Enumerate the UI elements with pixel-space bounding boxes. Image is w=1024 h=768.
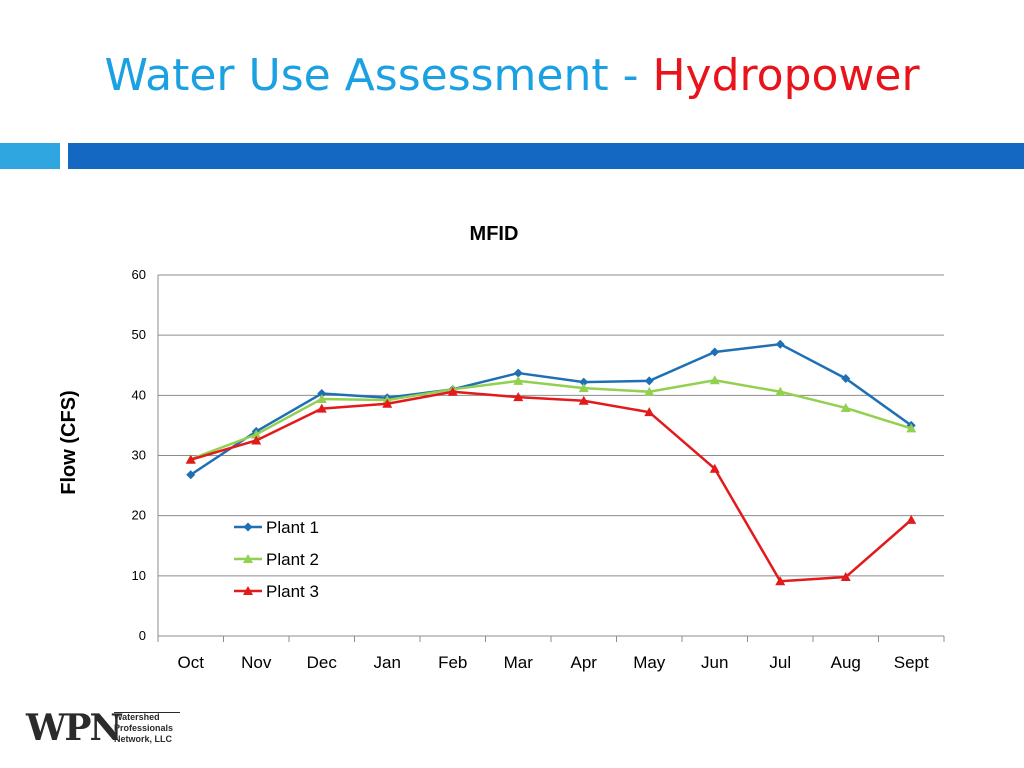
data-point — [578, 395, 589, 405]
data-point — [644, 386, 655, 396]
data-point — [906, 423, 917, 433]
y-tick-label: 60 — [132, 267, 146, 282]
data-point — [447, 386, 458, 396]
data-point — [775, 576, 786, 586]
data-point — [709, 463, 720, 473]
x-tick-label: May — [633, 653, 666, 672]
x-tick-label: Jan — [374, 653, 401, 672]
data-point — [382, 398, 393, 408]
data-point — [251, 429, 262, 439]
data-point — [579, 377, 589, 387]
data-point — [709, 375, 720, 385]
wpn-logo: WPN Watershed Professionals Network, LLC — [26, 706, 186, 750]
x-tick-label: Sept — [894, 653, 929, 672]
x-tick-label: Jul — [769, 653, 791, 672]
data-point — [578, 383, 589, 393]
series-line-plant-1 — [190, 342, 912, 476]
data-point — [644, 376, 654, 386]
data-point — [710, 347, 720, 357]
x-tick-label: Mar — [504, 653, 534, 672]
data-point — [316, 393, 327, 403]
y-tick-label: 0 — [139, 628, 146, 643]
y-tick-label: 10 — [132, 568, 146, 583]
series-line-plant-2 — [190, 379, 912, 461]
data-point — [513, 375, 524, 385]
logo-line-3: Network, LLC — [114, 734, 173, 744]
data-point — [644, 407, 655, 417]
data-point — [906, 514, 917, 524]
y-tick-label: 20 — [132, 508, 146, 523]
logo-line-1: Watershed — [114, 712, 160, 722]
data-point — [317, 389, 327, 399]
legend-label: Plant 2 — [266, 550, 319, 569]
x-tick-label: Dec — [307, 653, 338, 672]
x-tick-label: Jun — [701, 653, 728, 672]
data-point — [251, 435, 262, 445]
header-band-right — [68, 143, 1024, 169]
logo-rule — [114, 712, 180, 713]
legend-marker — [243, 554, 253, 563]
data-point — [775, 339, 785, 349]
x-tick-label: Aug — [831, 653, 861, 672]
data-point — [840, 572, 851, 582]
series-line-plant-3 — [190, 390, 913, 583]
y-tick-label: 50 — [132, 327, 146, 342]
data-point — [185, 454, 196, 464]
data-point — [513, 392, 524, 402]
header-band-left — [0, 143, 60, 169]
y-axis-label: Flow (CFS) — [58, 390, 80, 494]
slide-title-highlight: Hydropower — [652, 50, 920, 101]
legend-label: Plant 1 — [266, 518, 319, 537]
data-point — [186, 470, 196, 480]
slide-title-main: Water Use Assessment - — [104, 50, 653, 101]
logo-mark: WPN — [26, 707, 122, 749]
x-tick-label: Feb — [438, 653, 467, 672]
data-point — [316, 403, 327, 413]
y-tick-label: 40 — [132, 387, 146, 402]
chart-title: MFID — [470, 223, 519, 245]
legend-marker — [243, 522, 253, 532]
y-tick-label: 30 — [132, 448, 146, 463]
data-point — [841, 373, 851, 383]
x-tick-label: Oct — [178, 653, 205, 672]
slide-title: Water Use Assessment - Hydropower — [0, 48, 1024, 104]
logo-line-2: Professionals — [114, 723, 174, 733]
x-tick-label: Nov — [241, 653, 272, 672]
data-point — [775, 386, 786, 396]
legend-marker — [243, 586, 253, 595]
data-point — [513, 368, 523, 378]
legend-label: Plant 3 — [266, 582, 319, 601]
logo-text: Watershed Professionals Network, LLC — [114, 712, 173, 745]
data-point — [840, 402, 851, 412]
x-tick-label: Apr — [571, 653, 598, 672]
